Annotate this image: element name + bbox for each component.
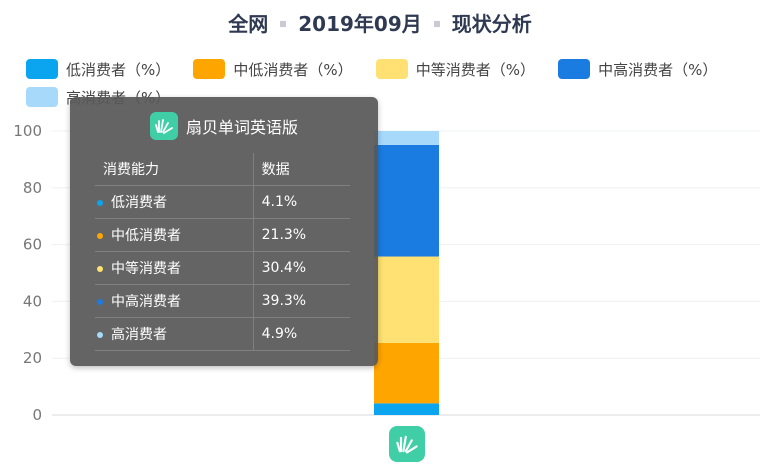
tooltip-row-label: 中等消费者 — [111, 261, 181, 277]
tooltip-header: 扇贝单词英语版 — [70, 112, 378, 140]
y-tick-label: 60 — [23, 236, 42, 254]
title-subject: 现状分析 — [451, 12, 532, 36]
tooltip-row: 高消费者 4.9% — [95, 317, 350, 351]
tooltip-header-row: 消费能力 数据 — [95, 153, 350, 186]
tooltip-row: 低消费者 4.1% — [95, 185, 350, 219]
legend-dot-icon — [97, 299, 103, 305]
tooltip-row: 中高消费者 39.3% — [95, 284, 350, 318]
y-tick-label: 0 — [32, 406, 42, 424]
title-separator — [280, 20, 287, 27]
y-tick-label: 100 — [13, 122, 42, 140]
legend-item-mid-high[interactable]: 中高消费者（%） — [558, 58, 717, 80]
tooltip-row: 中低消费者 21.3% — [95, 218, 350, 252]
legend-dot-icon — [97, 200, 103, 206]
app-logo-icon — [149, 112, 178, 140]
bar-segment-3[interactable] — [374, 144, 439, 257]
tooltip-row-label-cell: 高消费者 — [95, 317, 254, 351]
tooltip-row-label: 中低消费者 — [111, 228, 181, 244]
title-scope: 全网 — [228, 12, 269, 36]
legend-swatch — [193, 59, 226, 79]
legend-label: 中等消费者（%） — [415, 60, 535, 79]
bar-segment-4[interactable] — [374, 131, 439, 145]
tooltip-row-value: 21.3% — [252, 218, 350, 252]
bar-segment-1[interactable] — [374, 342, 439, 404]
legend-item-mid[interactable]: 中等消费者（%） — [375, 58, 535, 80]
legend-dot-icon — [97, 233, 103, 239]
tooltip-row: 中等消费者 30.4% — [95, 251, 350, 285]
legend-item-mid-low[interactable]: 中低消费者（%） — [193, 58, 353, 80]
y-tick-label: 20 — [23, 349, 42, 367]
bar-segment-0[interactable] — [374, 403, 439, 415]
page-title: 全网 2019年09月 现状分析 — [0, 8, 760, 37]
title-separator — [433, 20, 440, 27]
tooltip-row-label-cell: 中等消费者 — [95, 251, 254, 285]
legend-swatch — [26, 87, 58, 107]
tooltip-col-header: 数据 — [252, 153, 350, 186]
app-logo-icon[interactable] — [389, 426, 425, 462]
data-tooltip: 扇贝单词英语版 消费能力 数据 低消费者 4.1% 中低消费者 21.3% 中等… — [70, 97, 378, 366]
tooltip-table: 消费能力 数据 低消费者 4.1% 中低消费者 21.3% 中等消费者 30.4… — [95, 153, 350, 351]
y-tick-label: 80 — [23, 179, 42, 197]
title-date: 2019年09月 — [298, 12, 422, 36]
tooltip-row-label-cell: 中低消费者 — [95, 218, 254, 252]
legend-swatch — [375, 59, 408, 79]
legend-dot-icon — [97, 266, 103, 272]
tooltip-col-header: 消费能力 — [95, 153, 254, 186]
tooltip-row-value: 4.1% — [252, 185, 350, 219]
y-tick-label: 40 — [23, 292, 42, 310]
tooltip-row-label-cell: 低消费者 — [95, 185, 254, 219]
legend-dot-icon — [97, 332, 103, 338]
bar-segment-2[interactable] — [374, 256, 439, 343]
legend-label: 中低消费者（%） — [233, 60, 353, 79]
legend-swatch — [558, 59, 591, 79]
tooltip-app-name: 扇贝单词英语版 — [185, 118, 298, 137]
tooltip-row-value: 39.3% — [252, 284, 350, 318]
legend-swatch — [26, 59, 58, 79]
tooltip-row-label: 低消费者 — [111, 195, 167, 211]
legend-label: 中高消费者（%） — [598, 60, 718, 79]
tooltip-row-label: 中高消费者 — [111, 294, 181, 310]
tooltip-row-label-cell: 中高消费者 — [95, 284, 254, 318]
tooltip-row-value: 30.4% — [252, 251, 350, 285]
tooltip-row-label: 高消费者 — [111, 327, 167, 343]
tooltip-row-value: 4.9% — [252, 317, 350, 351]
legend-item-low[interactable]: 低消费者（%） — [26, 58, 170, 80]
legend-label: 低消费者（%） — [66, 60, 171, 79]
